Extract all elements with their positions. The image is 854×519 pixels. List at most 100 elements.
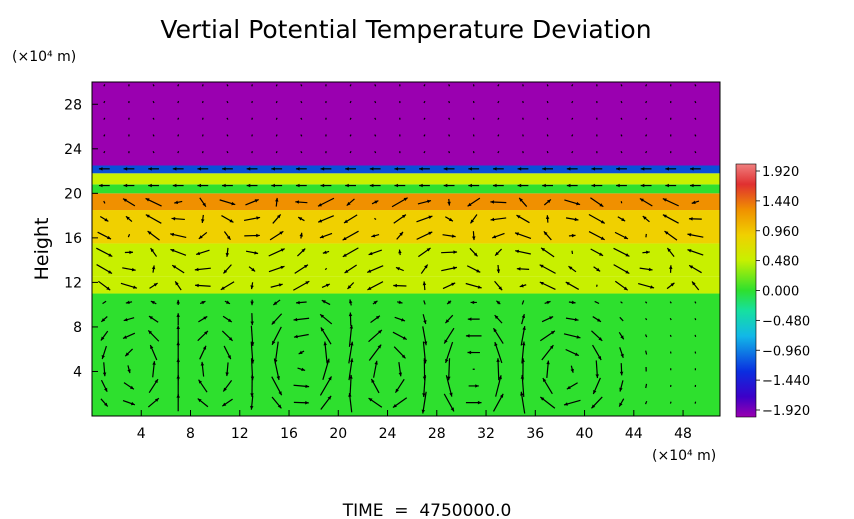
wind-arrow (490, 217, 507, 222)
wind-arrow (520, 326, 526, 346)
wind-arrow (494, 248, 503, 257)
wind-arrow (199, 300, 206, 305)
wind-arrow (125, 215, 133, 223)
wind-arrow (250, 325, 255, 347)
wind-arrow (465, 334, 482, 338)
wind-arrow (394, 378, 405, 393)
wind-arrow (151, 265, 156, 273)
colorbar (735, 163, 757, 418)
wind-arrow (419, 183, 430, 188)
wind-arrow (226, 84, 229, 87)
wind-arrow (423, 300, 426, 305)
wind-arrow (391, 197, 408, 208)
wind-arrow (619, 380, 624, 392)
wind-arrow (347, 282, 355, 290)
wind-arrow (251, 117, 253, 120)
y-tick-label: 20 (64, 186, 82, 202)
wind-arrow (124, 348, 134, 357)
wind-arrow (416, 231, 433, 240)
wind-arrow (219, 199, 236, 206)
wind-arrow (617, 216, 626, 222)
wind-arrow (103, 134, 106, 137)
wind-arrow (200, 361, 205, 377)
wind-arrow (469, 247, 478, 257)
wind-arrow (393, 346, 406, 359)
wind-arrow (590, 248, 604, 257)
field-layer (92, 193, 720, 211)
wind-arrow (619, 316, 624, 322)
wind-arrow (368, 249, 382, 256)
wind-arrow (492, 232, 505, 239)
wind-arrow (614, 231, 629, 240)
wind-arrow (171, 264, 185, 274)
wind-arrow (397, 300, 403, 304)
wind-arrow (250, 341, 255, 364)
wind-arrow (497, 117, 500, 120)
wind-arrow (368, 329, 383, 343)
field-layer (92, 293, 720, 416)
wind-arrow (374, 150, 377, 154)
wind-arrow (223, 231, 231, 241)
wind-arrow (100, 398, 109, 407)
wind-arrow (539, 396, 556, 409)
wind-arrow (343, 214, 358, 224)
wind-arrow (320, 183, 332, 188)
wind-arrow (172, 167, 184, 171)
wind-arrow (694, 150, 697, 154)
wind-arrow (446, 300, 452, 305)
wind-arrow (614, 280, 629, 291)
wind-arrow (319, 376, 333, 396)
wind-arrow (319, 232, 333, 239)
wind-arrow (592, 316, 602, 323)
wind-arrow (345, 167, 356, 171)
wind-arrow (662, 198, 679, 207)
wind-arrow (271, 167, 283, 171)
wind-arrow (694, 334, 697, 337)
wind-arrow (103, 84, 106, 87)
wind-arrow (293, 280, 310, 291)
wind-arrow (268, 265, 285, 273)
wind-arrow (176, 299, 180, 306)
y-axis-label: Height (31, 218, 53, 281)
wind-arrow (495, 375, 502, 397)
field-layer (92, 184, 720, 194)
wind-arrow (170, 248, 187, 256)
colorbar-label: 0.000 (762, 285, 799, 300)
wind-arrow (565, 348, 580, 357)
wind-arrow (103, 200, 106, 204)
wind-arrow (320, 327, 332, 345)
wind-arrow (369, 167, 381, 171)
wind-arrow (122, 198, 136, 207)
wind-arrow (420, 264, 429, 274)
wind-arrow (687, 233, 704, 238)
wind-arrow (148, 378, 159, 394)
wind-arrow (517, 183, 529, 188)
wind-arrow (546, 150, 549, 154)
colorbar-label: 0.480 (762, 255, 799, 270)
wind-arrow (398, 362, 403, 377)
wind-arrow (198, 231, 208, 240)
wind-arrow (522, 100, 524, 104)
wind-arrow (300, 134, 303, 137)
wind-arrow (374, 84, 377, 87)
wind-arrow (198, 315, 208, 323)
wind-arrow (422, 358, 427, 381)
wind-arrow (199, 345, 207, 360)
wind-arrow (275, 84, 278, 87)
wind-arrow (297, 367, 306, 372)
field-layer (92, 165, 720, 174)
x-tick-label: 40 (576, 426, 594, 442)
wind-arrow (465, 282, 482, 289)
wind-arrow (688, 264, 702, 274)
wind-arrow (497, 150, 500, 154)
wind-arrow (689, 183, 701, 188)
wind-arrow (470, 300, 477, 305)
wind-arrow (195, 249, 210, 256)
wind-arrow (195, 283, 211, 288)
wind-arrow (297, 216, 305, 222)
wind-arrow (349, 100, 352, 104)
wind-arrow (669, 334, 672, 337)
wind-arrow (349, 150, 352, 154)
wind-arrow (251, 134, 253, 137)
wind-arrow (416, 215, 433, 223)
